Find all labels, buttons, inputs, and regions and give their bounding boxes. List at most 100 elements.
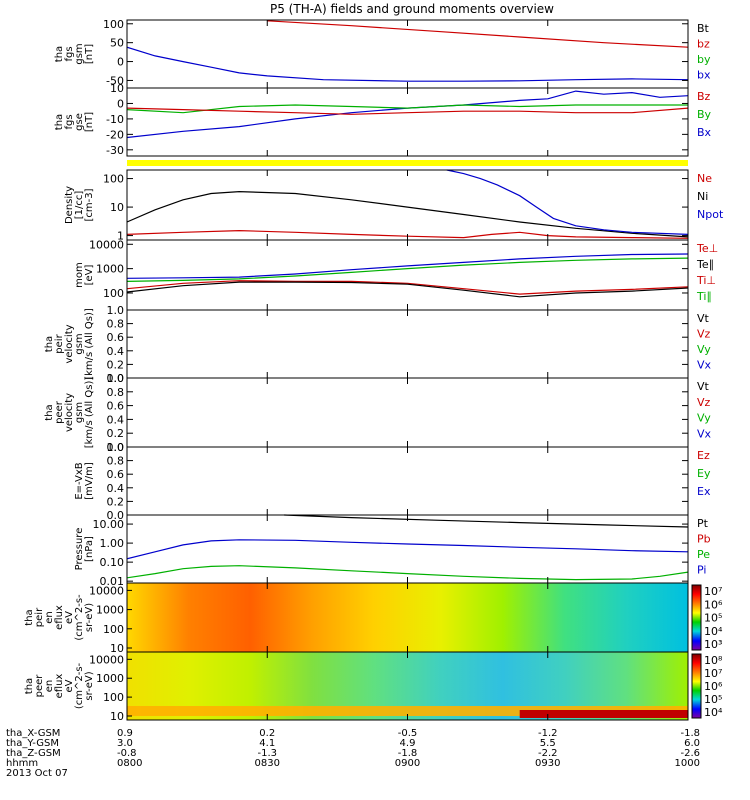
series-Pt — [284, 514, 689, 528]
y-tick-label: 0.8 — [107, 455, 125, 468]
y-axis-label: en — [44, 680, 55, 693]
legend-entry: Pe — [697, 548, 710, 561]
y-axis-label: [km/s (All Qs)] — [84, 308, 95, 380]
y-axis-label: tha — [44, 404, 55, 420]
colorbar-tick-label: 10⁶ — [704, 598, 723, 611]
legend-entry: Ey — [697, 467, 711, 480]
panel-state_bar — [127, 160, 688, 166]
legend-entry: Bz — [697, 90, 711, 103]
legend-entry: Vt — [697, 380, 710, 393]
y-axis-label: Pressure — [74, 528, 85, 571]
y-tick-label: 0.0 — [107, 441, 125, 454]
ephemeris-value: 0.2 — [259, 728, 275, 739]
spectrogram-hot-band — [519, 710, 688, 718]
y-tick-label: 0.2 — [107, 358, 125, 371]
panel-frame — [126, 87, 689, 157]
legend-entry: Pb — [697, 533, 711, 546]
legend-entry: Bt — [697, 22, 710, 35]
y-tick-label: 50 — [110, 37, 124, 50]
panel-fgs_gsm: 100 50 0 -50 tha fgs gsm [nT] Bt bz by bx — [54, 18, 711, 89]
panel-frame — [126, 377, 689, 448]
y-tick-label: -20 — [106, 128, 124, 141]
series-Ne — [126, 229, 689, 239]
ephemeris-value: 0830 — [255, 758, 280, 769]
y-tick-label: 10000 — [89, 238, 124, 251]
y-axis-label: gsm — [74, 43, 85, 64]
y-tick-label: 0.6 — [107, 468, 125, 481]
colorbar-tick-label: 10⁵ — [704, 612, 722, 625]
y-axis-label: eflux — [54, 605, 65, 630]
y-tick-label: 0.01 — [100, 575, 125, 588]
y-tick-label: -10 — [106, 113, 124, 126]
chart-title: P5 (TH-A) fields and ground moments over… — [270, 2, 554, 16]
ephemeris-label: tha_Y-GSM — [6, 738, 59, 749]
y-axis-label: [nPa] — [84, 536, 95, 562]
ephemeris-label: tha_X-GSM — [6, 728, 60, 739]
ephemeris-value: 4.1 — [259, 738, 275, 749]
series-Te∥ — [126, 281, 689, 298]
legend-entry: Ne — [697, 172, 712, 185]
y-axis-label: peir — [54, 333, 65, 353]
y-axis-label: eV — [64, 679, 75, 692]
ephemeris-value: -1.2 — [538, 728, 558, 739]
ephemeris-label: tha_Z-GSM — [6, 748, 61, 759]
y-tick-label: 0.4 — [107, 345, 125, 358]
y-tick-label: -50 — [106, 74, 124, 87]
y-tick-label: 1000 — [96, 672, 124, 685]
y-tick-label: 1.0 — [107, 304, 125, 317]
y-tick-label: 1000 — [96, 604, 124, 617]
y-tick-label: 10000 — [89, 584, 124, 597]
series-Pe — [126, 565, 689, 581]
y-axis-label: velocity — [64, 393, 75, 432]
ephemeris-value: -2.6 — [680, 748, 700, 759]
panel-frame — [126, 309, 689, 379]
y-tick-label: 0.6 — [107, 331, 125, 344]
legend-entry: Vz — [697, 396, 711, 409]
y-tick-label: 1.0 — [107, 441, 125, 454]
y-axis-label: gsm — [74, 402, 85, 423]
panel-temperature: 10000 1000 100 mom [eV] Te⊥ Te∥ Ti⊥ Ti∥ — [74, 238, 718, 311]
y-axis-label: Density — [64, 186, 75, 224]
y-tick-label: 0.0 — [107, 509, 125, 522]
colorbar-tick-label: 10⁶ — [704, 680, 723, 693]
y-tick-label: 0.4 — [107, 413, 125, 426]
legend-entry: bz — [697, 38, 710, 51]
y-tick-label: 100 — [103, 18, 124, 31]
legend-entry: Te⊥ — [696, 242, 718, 255]
ephemeris-value: 0800 — [117, 758, 142, 769]
y-axis-label: tha — [54, 114, 65, 130]
legend-entry: Ex — [697, 485, 711, 498]
ephemeris-label: hhmm — [6, 758, 38, 769]
colorbar-tick-label: 10³ — [704, 638, 722, 651]
y-tick-label: 1.00 — [100, 537, 125, 550]
y-tick-label: 100 — [103, 287, 124, 300]
legend-entry: Vx — [697, 359, 712, 372]
ephemeris-value: -2.2 — [538, 748, 558, 759]
legend-entry: Ti⊥ — [696, 274, 716, 287]
ephemeris-value: 4.9 — [400, 738, 416, 749]
colorbar-tick-label: 10⁸ — [704, 654, 723, 667]
colorbar-peer_eflux — [691, 653, 702, 719]
y-axis-label: (cm^2-s- — [74, 594, 85, 641]
legend-entry: Vy — [697, 343, 711, 356]
ephemeris-value: 6.0 — [684, 738, 700, 749]
series-Bx — [126, 90, 689, 139]
y-axis-label: sr-eV) — [84, 603, 95, 632]
series-Ni — [126, 190, 689, 238]
series-bz — [267, 20, 689, 48]
y-tick-label: 10 — [110, 82, 124, 95]
panel-frame — [126, 239, 689, 311]
ephemeris-value: -0.5 — [398, 728, 418, 739]
legend-entry: By — [697, 108, 712, 121]
y-tick-label: 10000 — [89, 653, 124, 666]
ephemeris-value: 1000 — [675, 758, 700, 769]
legend-entry: bx — [697, 69, 711, 82]
y-axis-label: tha — [44, 336, 55, 352]
series-Te⊥ — [126, 280, 689, 295]
y-axis-label: [nT] — [84, 112, 95, 132]
legend-entry: Vx — [697, 427, 712, 440]
